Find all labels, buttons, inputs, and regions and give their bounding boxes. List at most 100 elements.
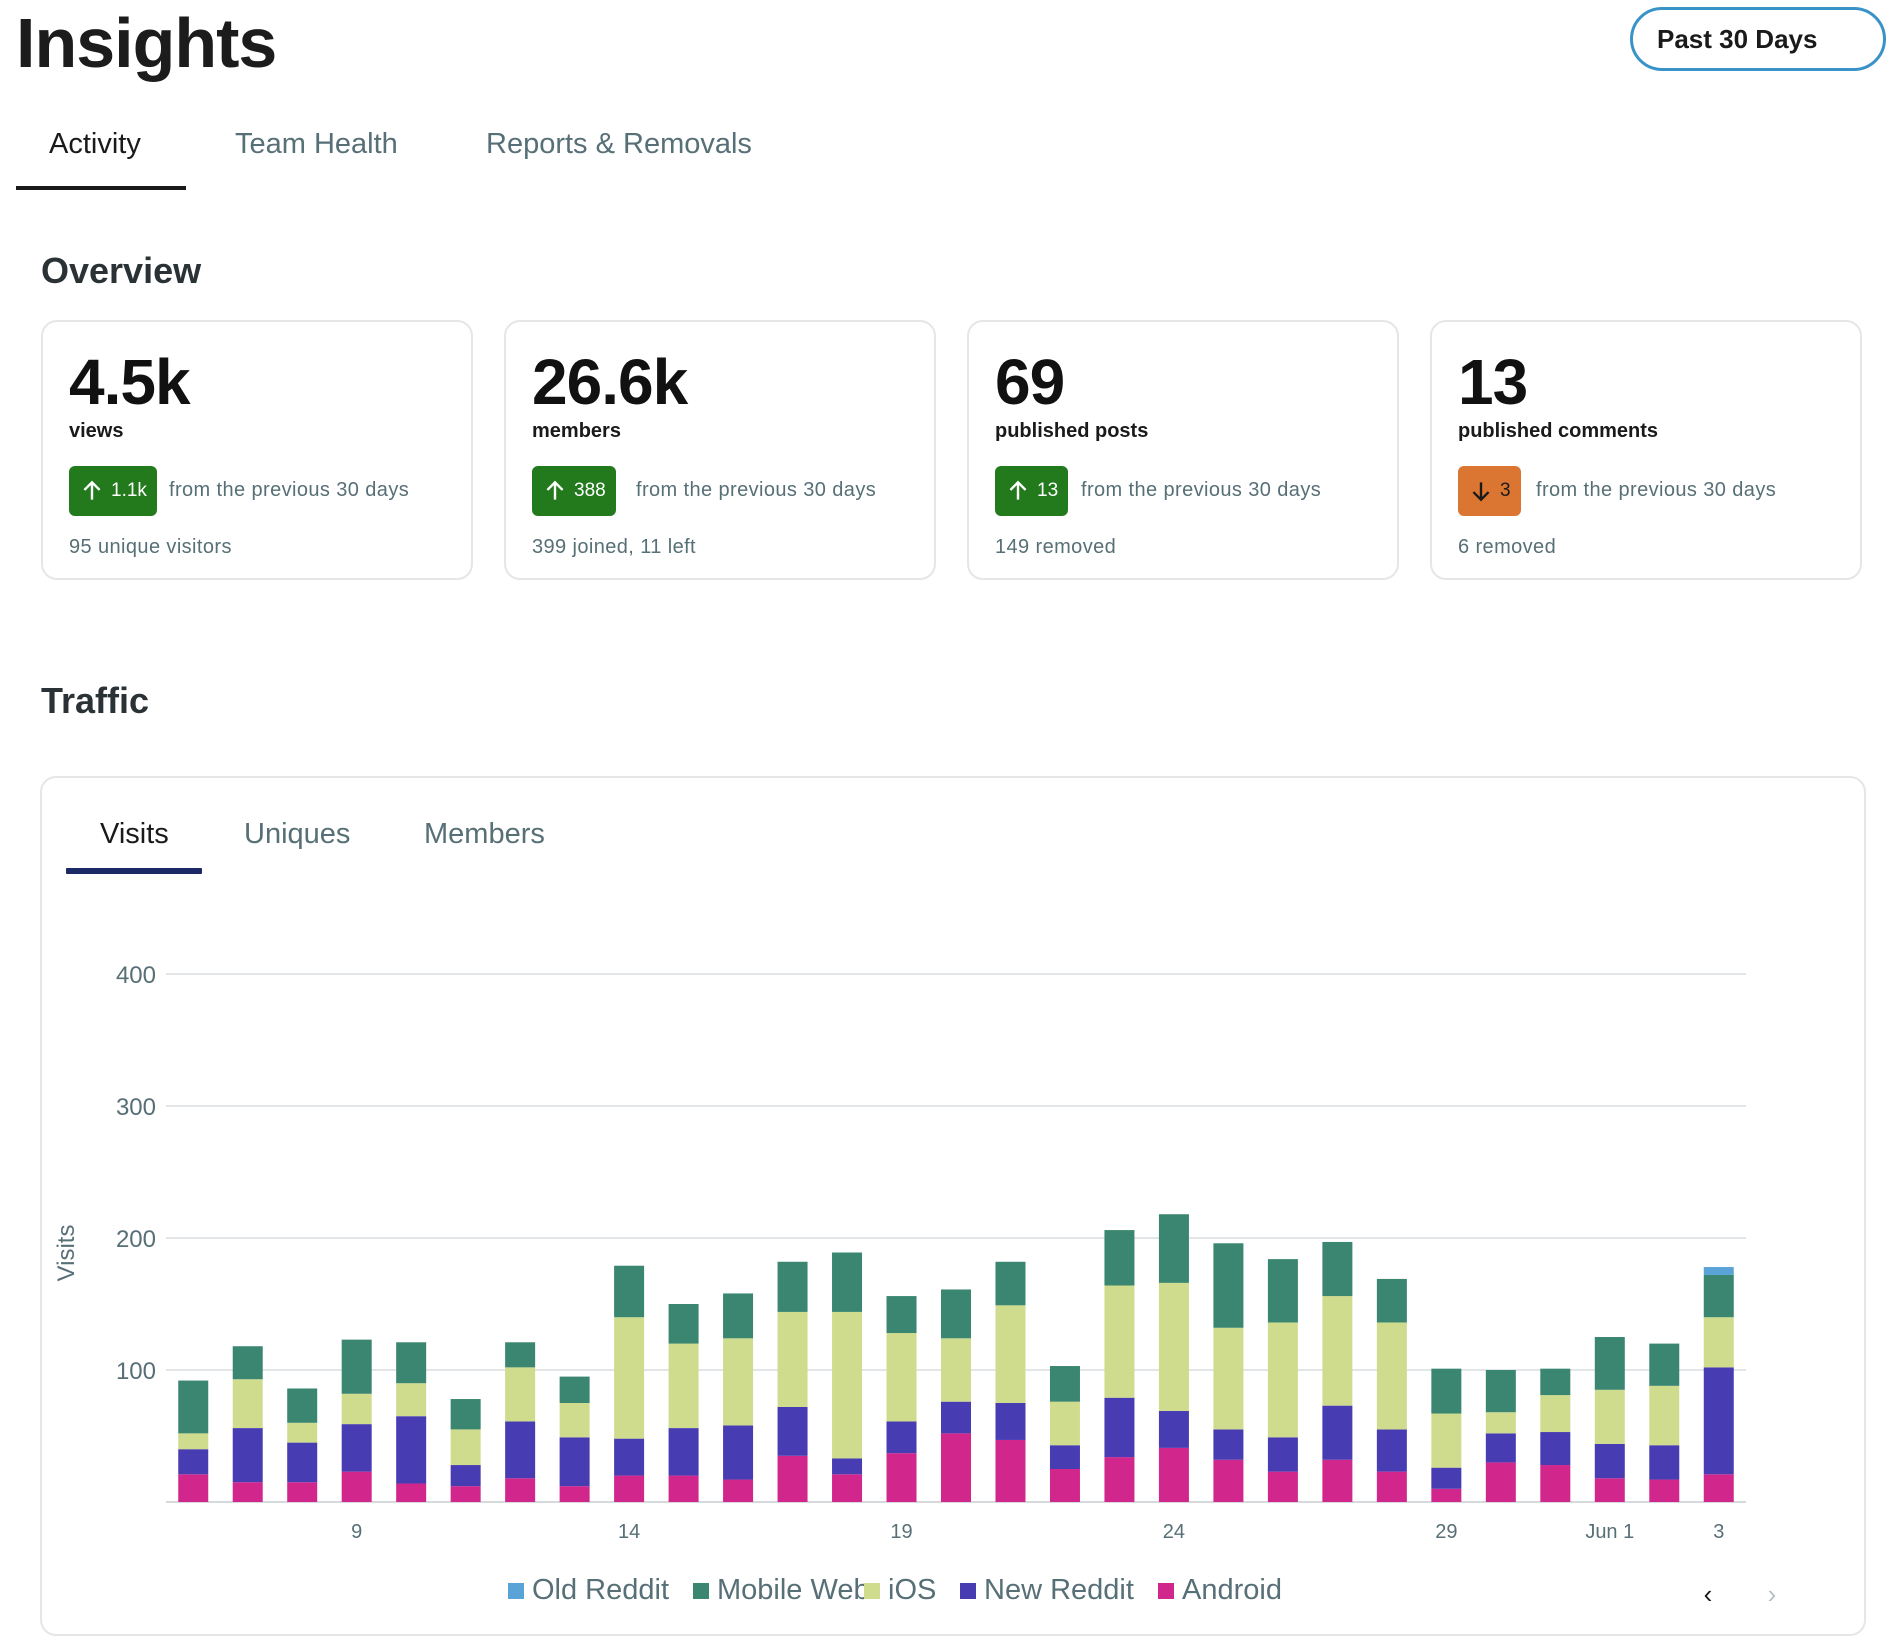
bar-segment (287, 1482, 318, 1502)
bar-segment (1267, 1322, 1298, 1438)
legend-item[interactable]: Old Reddit (508, 1574, 669, 1607)
bar-segment (723, 1479, 754, 1502)
bar-segment (1213, 1429, 1244, 1460)
tab-uniques[interactable]: Uniques (244, 818, 351, 850)
bar-segment (1104, 1230, 1135, 1286)
bar-segment (232, 1428, 263, 1483)
bar-segment (941, 1289, 971, 1339)
views-card: 4.5k views 1.1k from the previous 30 day… (41, 320, 473, 580)
card-label: members (532, 420, 621, 442)
overview-heading: Overview (41, 250, 202, 291)
card-value: 13 (1458, 346, 1528, 418)
bar-segment (1267, 1259, 1298, 1323)
bar-segment (1649, 1385, 1680, 1446)
bar-segment (1540, 1368, 1571, 1396)
bar-segment (941, 1433, 971, 1502)
x-tick-label: 29 (1435, 1521, 1457, 1543)
y-tick-label: 300 (116, 1094, 156, 1121)
card-subtext: 6 removed (1458, 536, 1557, 558)
arrow-up-icon (546, 480, 564, 500)
legend-item[interactable]: New Reddit (960, 1574, 1134, 1607)
bar-segment (1213, 1327, 1244, 1430)
bar-segment (1104, 1397, 1135, 1458)
delta-badge: 13 (995, 466, 1069, 516)
bar-segment (832, 1311, 863, 1459)
tab-visits[interactable]: Visits (100, 818, 169, 850)
bar-segment (1485, 1462, 1516, 1502)
chevron-right-icon[interactable]: › (1767, 1578, 1777, 1609)
bar-segment (1485, 1433, 1516, 1463)
tab-team-health[interactable]: Team Health (235, 128, 398, 160)
legend-label: Mobile Web (717, 1574, 870, 1606)
bar-segment (178, 1380, 209, 1434)
bar-segment (777, 1406, 808, 1456)
delta-badge: 1.1k (69, 466, 157, 516)
x-tick-label: Jun 1 (1585, 1521, 1634, 1543)
bar-segment (995, 1439, 1026, 1502)
x-tick-label: 24 (1163, 1521, 1185, 1543)
bar-segment (559, 1403, 590, 1438)
bar-segment (1540, 1465, 1571, 1502)
bar-segment (559, 1437, 590, 1487)
bar-segment (886, 1421, 917, 1454)
bar-segment (505, 1367, 536, 1422)
legend-item[interactable]: Mobile Web (693, 1574, 870, 1607)
bar-segment (1049, 1445, 1080, 1469)
bar-segment (559, 1376, 590, 1403)
bar-segment (1158, 1214, 1189, 1283)
bar-segment (1703, 1317, 1734, 1368)
legend-item[interactable]: Android (1158, 1574, 1282, 1607)
bar-segment (396, 1383, 427, 1417)
bar-segment (832, 1458, 863, 1475)
delta-value: 1.1k (111, 480, 147, 501)
bar-segment (1049, 1469, 1080, 1502)
delta-caption: from the previous 30 days (1081, 479, 1322, 501)
bar-segment (1594, 1478, 1625, 1502)
bar-segment (505, 1478, 536, 1502)
traffic-heading: Traffic (41, 680, 150, 721)
bar-segment (832, 1252, 863, 1312)
bar-segment (723, 1293, 754, 1339)
bar-segment (1594, 1443, 1625, 1479)
bar-segment (396, 1416, 427, 1484)
chevron-left-icon[interactable]: ‹ (1703, 1578, 1713, 1609)
bar-segment (614, 1475, 645, 1502)
tab-members[interactable]: Members (424, 818, 545, 850)
y-tick-label: 100 (116, 1358, 156, 1385)
bar-segment (1431, 1413, 1462, 1468)
chart-legend: Old Reddit Mobile Web iOS New Reddit Android (42, 1574, 1864, 1614)
card-subtext: 149 removed (995, 536, 1117, 558)
legend-item[interactable]: iOS (864, 1574, 936, 1607)
bar-segment (723, 1425, 754, 1480)
bar-segment (1049, 1401, 1080, 1446)
arrow-down-icon (1472, 482, 1490, 502)
active-chart-tab-underline (66, 868, 202, 874)
x-tick-label: 3 (1713, 1521, 1724, 1543)
bar-segment (777, 1261, 808, 1312)
bar-segment (668, 1475, 699, 1502)
tab-activity[interactable]: Activity (49, 128, 141, 160)
bar-segment (1649, 1479, 1680, 1502)
card-label: views (69, 420, 124, 442)
bar-segment (1594, 1389, 1625, 1444)
bar-segment (1376, 1429, 1407, 1472)
bar-segment (1540, 1395, 1571, 1433)
bar-segment (1649, 1445, 1680, 1480)
bar-segment (287, 1422, 318, 1443)
bar-segment (886, 1296, 917, 1334)
bar-segment (1322, 1459, 1353, 1502)
bar-segment (341, 1339, 372, 1394)
tab-reports-removals[interactable]: Reports & Removals (486, 128, 752, 160)
bar-segment (614, 1317, 645, 1439)
published-comments-card: 13 published comments 3 from the previou… (1430, 320, 1862, 580)
bar-segment (1485, 1370, 1516, 1413)
card-value: 69 (995, 346, 1065, 418)
delta-caption: from the previous 30 days (636, 479, 877, 501)
card-value: 4.5k (69, 346, 191, 418)
bar-segment (1649, 1343, 1680, 1386)
date-range-button[interactable]: Past 30 Days (1630, 7, 1886, 71)
bar-segment (450, 1465, 481, 1487)
bar-segment (941, 1338, 971, 1402)
bar-segment (995, 1261, 1026, 1306)
legend-label: Android (1182, 1574, 1282, 1606)
